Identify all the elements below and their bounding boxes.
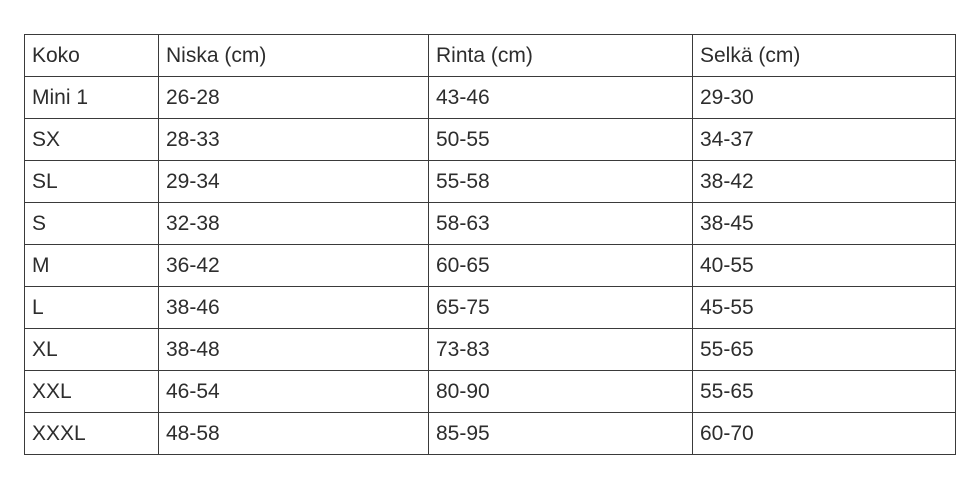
measurement-cell: 60-65 xyxy=(428,244,693,287)
measurement-cell: 65-75 xyxy=(428,286,693,329)
size-label-cell: SX xyxy=(24,118,159,161)
table-row: XXXL 48-58 85-95 60-70 xyxy=(24,412,956,455)
size-label-cell: SL xyxy=(24,160,159,203)
measurement-cell: 26-28 xyxy=(158,76,429,119)
measurement-cell: 34-37 xyxy=(692,118,956,161)
column-header: Rinta (cm) xyxy=(428,34,693,77)
column-header: Niska (cm) xyxy=(158,34,429,77)
size-chart-table: Koko Niska (cm) Rinta (cm) Selkä (cm) Mini … xyxy=(24,34,956,455)
measurement-cell: 38-45 xyxy=(692,202,956,245)
measurement-cell: 58-63 xyxy=(428,202,693,245)
measurement-cell: 28-33 xyxy=(158,118,429,161)
size-label-cell: XXL xyxy=(24,370,159,413)
table-row: S 32-38 58-63 38-45 xyxy=(24,202,956,245)
header-row: Koko Niska (cm) Rinta (cm) Selkä (cm) xyxy=(24,34,956,77)
table-row: L 38-46 65-75 45-55 xyxy=(24,286,956,329)
measurement-cell: 46-54 xyxy=(158,370,429,413)
column-header: Koko xyxy=(24,34,159,77)
measurement-cell: 55-58 xyxy=(428,160,693,203)
table-row: M 36-42 60-65 40-55 xyxy=(24,244,956,287)
measurement-cell: 48-58 xyxy=(158,412,429,455)
size-label-cell: M xyxy=(24,244,159,287)
size-label-cell: S xyxy=(24,202,159,245)
measurement-cell: 38-46 xyxy=(158,286,429,329)
measurement-cell: 29-30 xyxy=(692,76,956,119)
table-body: Mini 1 26-28 43-46 29-30 SX 28-33 50-55 34-37 SL… xyxy=(24,76,956,455)
measurement-cell: 36-42 xyxy=(158,244,429,287)
measurement-cell: 38-42 xyxy=(692,160,956,203)
measurement-cell: 40-55 xyxy=(692,244,956,287)
measurement-cell: 55-65 xyxy=(692,370,956,413)
table-row: XL 38-48 73-83 55-65 xyxy=(24,328,956,371)
table-row: XXL 46-54 80-90 55-65 xyxy=(24,370,956,413)
measurement-cell: 45-55 xyxy=(692,286,956,329)
table-row: SL 29-34 55-58 38-42 xyxy=(24,160,956,203)
size-label-cell: XXXL xyxy=(24,412,159,455)
measurement-cell: 43-46 xyxy=(428,76,693,119)
size-label-cell: L xyxy=(24,286,159,329)
size-label-cell: Mini 1 xyxy=(24,76,159,119)
column-header: Selkä (cm) xyxy=(692,34,956,77)
size-label-cell: XL xyxy=(24,328,159,371)
measurement-cell: 60-70 xyxy=(692,412,956,455)
measurement-cell: 85-95 xyxy=(428,412,693,455)
measurement-cell: 32-38 xyxy=(158,202,429,245)
measurement-cell: 55-65 xyxy=(692,328,956,371)
measurement-cell: 50-55 xyxy=(428,118,693,161)
table-row: SX 28-33 50-55 34-37 xyxy=(24,118,956,161)
measurement-cell: 38-48 xyxy=(158,328,429,371)
measurement-cell: 80-90 xyxy=(428,370,693,413)
measurement-cell: 29-34 xyxy=(158,160,429,203)
measurement-cell: 73-83 xyxy=(428,328,693,371)
table-row: Mini 1 26-28 43-46 29-30 xyxy=(24,76,956,119)
